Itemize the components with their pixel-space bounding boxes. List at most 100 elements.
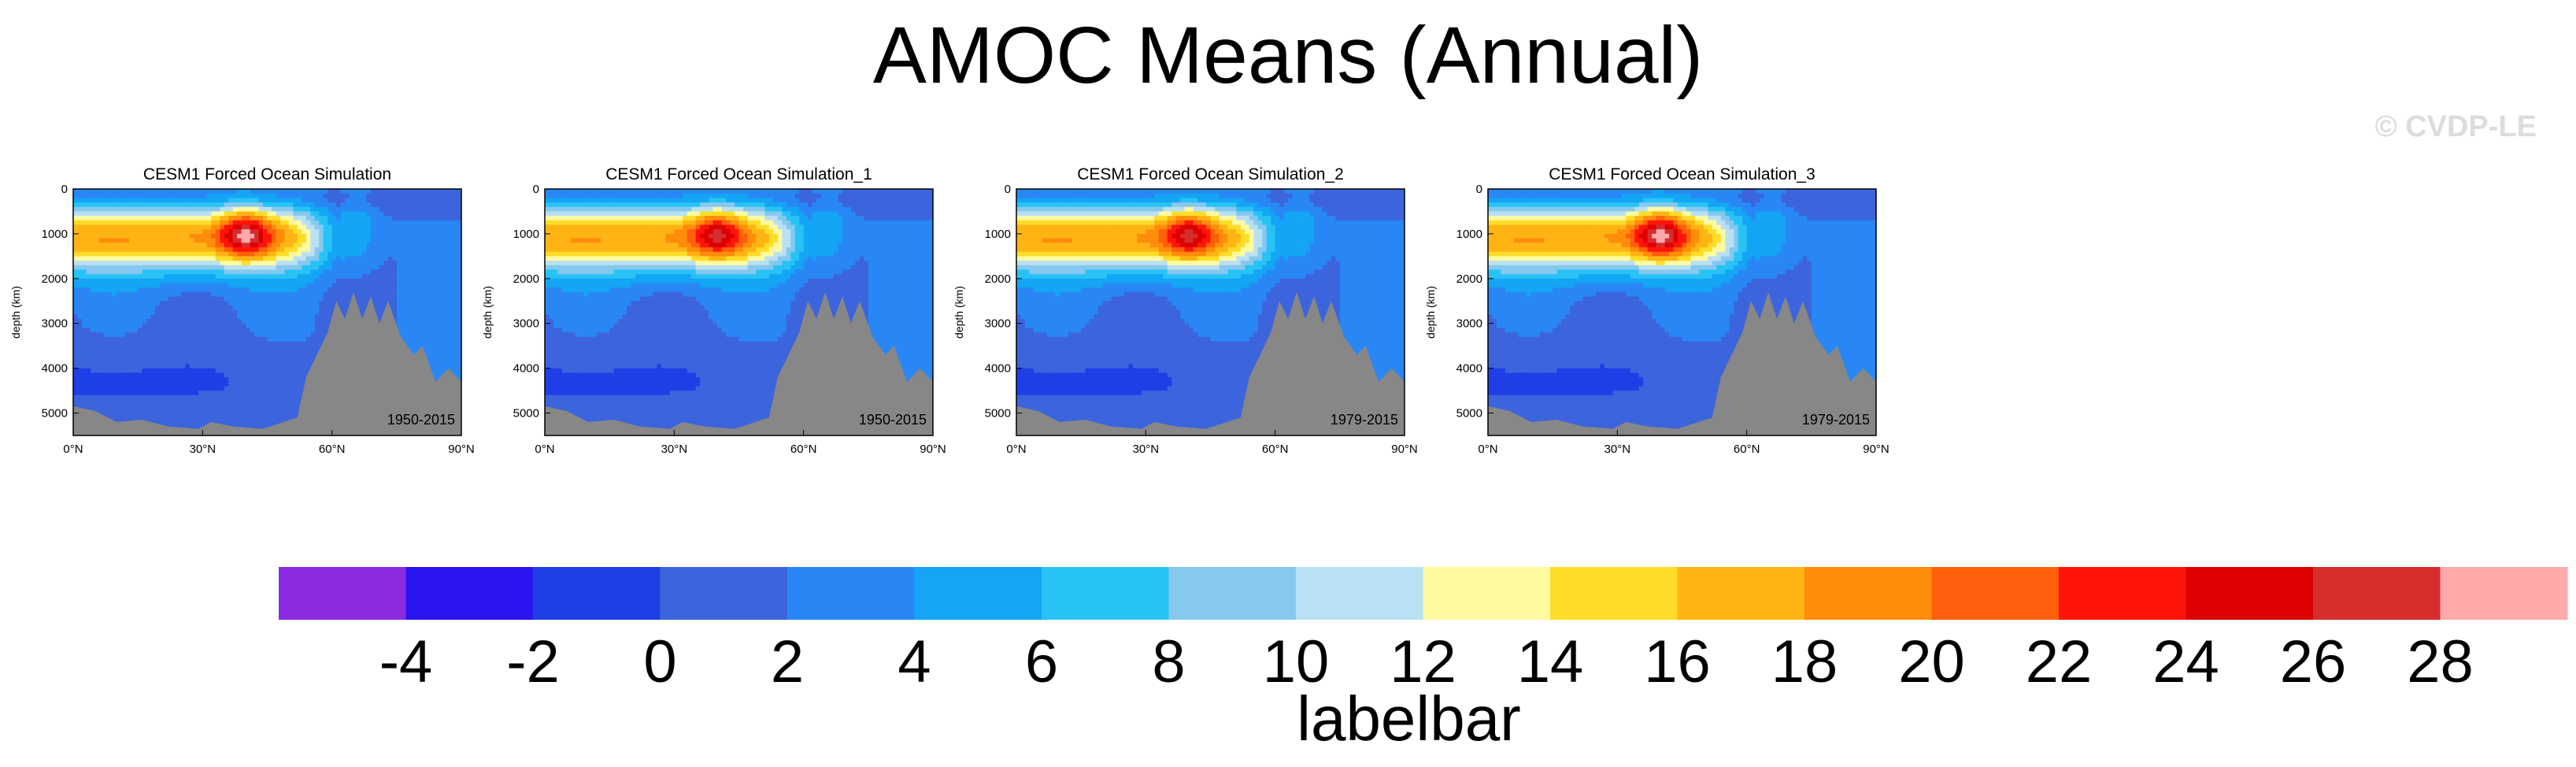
y-tick-label: 0 [533,183,539,196]
land-mask [73,291,461,435]
y-tick-label: 1000 [985,228,1011,241]
y-tick-label: 5000 [985,407,1011,421]
period-label: 1979-2015 [1331,412,1398,428]
plot-frame [544,188,934,436]
labelbar-tick-label: 6 [1025,628,1058,695]
labelbar-tick-label: 20 [1898,628,1965,695]
panel-title: CESM1 Forced Ocean Simulation_2 [1077,165,1344,183]
labelbar-tick-label: 2 [771,628,804,695]
labelbar-box [2313,567,2441,620]
y-tick-label: 4000 [513,362,539,376]
y-axis-label: depth (km) [1424,286,1437,339]
labelbar-box [660,567,788,620]
panel-4: CESM1 Forced Ocean Simulation_3 1979-2015… [1424,165,1889,456]
y-tick-label: 1000 [513,228,539,241]
y-tick-label: 5000 [513,407,539,421]
labelbar-tick-label: 12 [1390,628,1456,695]
y-tick-label: 4000 [42,362,68,376]
x-tick-label: 60°N [1262,443,1289,456]
y-tick-label: 5000 [1456,407,1482,421]
plot-frame [1487,188,1877,436]
y-tick-label: 1000 [1456,228,1482,241]
x-tick-label: 30°N [1133,443,1160,456]
x-tick-label: 60°N [1734,443,1760,456]
labelbar-tick-label: 18 [1771,628,1838,695]
figure-title: AMOC Means (Annual) [872,10,1704,100]
x-tick-label: 0°N [63,443,83,456]
x-tick-label: 30°N [661,443,688,456]
y-tick-label: 3000 [985,317,1011,331]
x-tick-label: 60°N [319,443,346,456]
labelbar-box [1423,567,1551,620]
labelbar-tick-label: 26 [2280,628,2347,695]
period-label: 1950-2015 [859,412,927,428]
y-tick-label: 2000 [42,272,68,286]
period-label: 1950-2015 [387,412,455,428]
plot-frame [72,188,462,436]
labelbar-tick-label: 0 [643,628,676,695]
plot-frame [1016,188,1405,436]
labelbar-tick-label: 10 [1263,628,1330,695]
labelbar-box [1931,567,2060,620]
panel-1: CESM1 Forced Ocean Simulation 1950-2015 0 1… [9,165,475,456]
labelbar-box [2059,567,2186,620]
labelbar-tick-label: -4 [379,628,433,695]
y-tick-label: 2000 [513,272,539,286]
period-label: 1979-2015 [1802,412,1870,428]
labelbar-tick-label: 8 [1152,628,1185,695]
land-mask [1488,291,1876,435]
land-mask [545,291,933,435]
y-tick-label: 4000 [1456,362,1482,376]
x-tick-label: 0°N [1478,443,1497,456]
labelbar-tick-label: 22 [2026,628,2093,695]
panel-title: CESM1 Forced Ocean Simulation [143,165,391,183]
labelbar-box [914,567,1042,620]
labelbar-box [1550,567,1678,620]
panel-title: CESM1 Forced Ocean Simulation_1 [605,165,872,183]
panel-2: CESM1 Forced Ocean Simulation_1 1950-2015… [481,165,946,456]
labelbar-box [2440,567,2568,620]
x-tick-label: 90°N [1863,443,1889,456]
x-tick-label: 90°N [1391,443,1418,456]
x-tick-label: 90°N [920,443,946,456]
labelbar-box [2186,567,2314,620]
y-tick-label: 5000 [42,407,68,421]
y-tick-label: 3000 [42,317,68,331]
labelbar-box [1296,567,1423,620]
y-axis-label: depth (km) [481,286,494,339]
labelbar-box [533,567,661,620]
panel-3: CESM1 Forced Ocean Simulation_2 1979-2015… [953,165,1418,456]
y-tick-label: 0 [61,183,68,196]
y-tick-label: 0 [1476,183,1482,196]
x-tick-label: 0°N [1006,443,1026,456]
x-tick-label: 90°N [448,443,475,456]
y-tick-label: 1000 [42,228,68,241]
labelbar-box [1042,567,1169,620]
labelbar-tick-label: 28 [2407,628,2474,695]
x-tick-label: 30°N [190,443,217,456]
watermark: © CVDP-LE [2374,110,2537,143]
labelbar-tick-label: 16 [1644,628,1711,695]
labelbar-box [405,567,534,620]
x-tick-label: 0°N [535,443,554,456]
y-tick-label: 3000 [1456,317,1482,331]
labelbar-box [1677,567,1805,620]
labelbar-box [787,567,915,620]
y-axis-label: depth (km) [9,286,22,339]
labelbar-tick-label: 24 [2152,628,2219,695]
labelbar-tick-label: 4 [898,628,931,695]
labelbar-title: labelbar [1297,684,1521,754]
y-tick-label: 3000 [513,317,539,331]
y-axis-label: depth (km) [953,286,965,339]
labelbar-box [1804,567,1932,620]
x-tick-label: 60°N [790,443,817,456]
y-tick-label: 4000 [985,362,1011,376]
y-tick-label: 0 [1005,183,1011,196]
y-tick-label: 2000 [985,272,1011,286]
labelbar-tick-label: 14 [1517,628,1584,695]
labelbar-tick-label: -2 [506,628,560,695]
labelbar-box [279,567,406,620]
y-tick-label: 2000 [1456,272,1482,286]
